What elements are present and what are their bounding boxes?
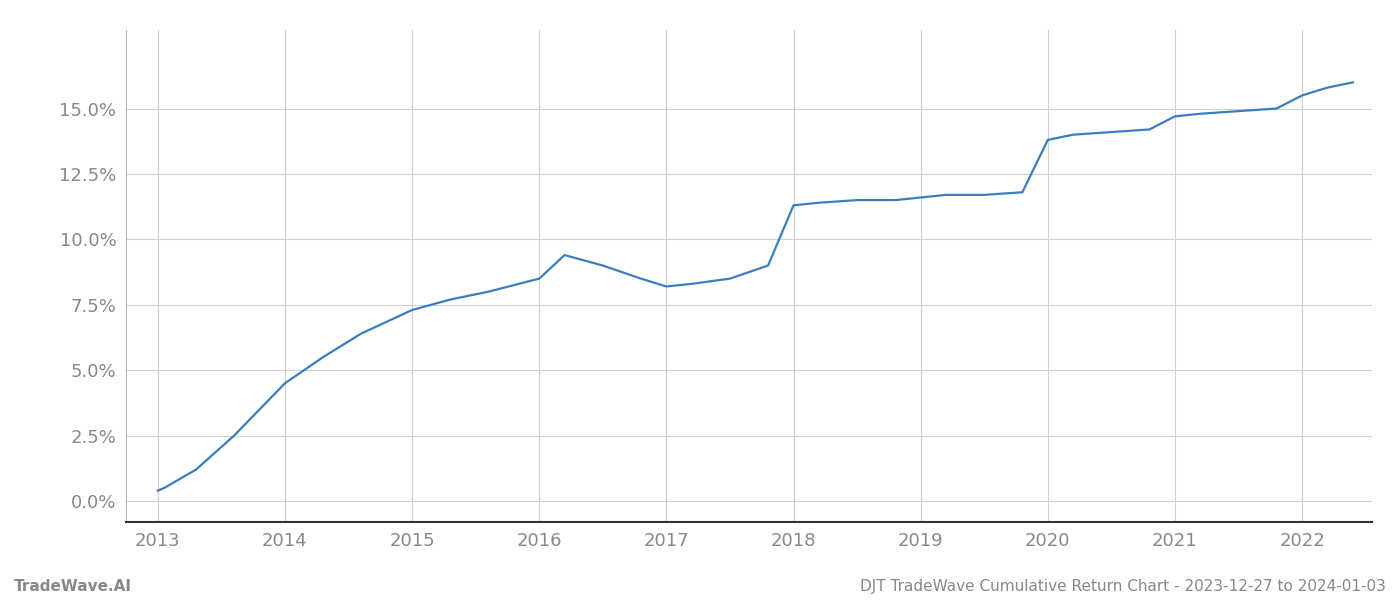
Text: DJT TradeWave Cumulative Return Chart - 2023-12-27 to 2024-01-03: DJT TradeWave Cumulative Return Chart - … (860, 579, 1386, 594)
Text: TradeWave.AI: TradeWave.AI (14, 579, 132, 594)
